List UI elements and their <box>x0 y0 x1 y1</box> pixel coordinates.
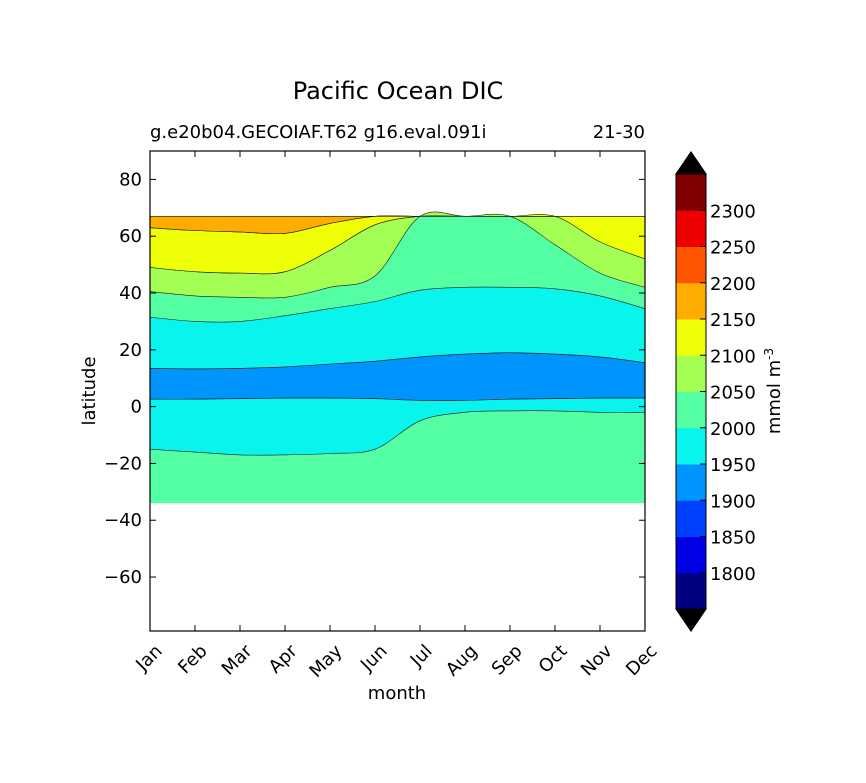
colorbar-segment <box>676 572 706 610</box>
chart-subtitle-right: 21-30 <box>593 122 645 143</box>
colorbar-tick-label: 2150 <box>710 310 756 331</box>
colorbar-tick-label: 1850 <box>710 528 756 549</box>
colorbar-label: mmol m-3 <box>762 348 785 434</box>
colorbar-segment <box>676 500 706 537</box>
colorbar-outline <box>675 151 707 632</box>
plot-frame <box>149 150 646 632</box>
colorbar-label-text: mmol m <box>764 360 785 434</box>
colorbar-tick-label: 2100 <box>710 346 756 367</box>
colorbar-tick-label: 2050 <box>710 383 756 404</box>
colorbar-segment <box>676 319 706 356</box>
x-tick-label: May <box>305 640 346 681</box>
y-tick-label: −40 <box>104 510 142 531</box>
x-tick-label: Aug <box>442 641 482 681</box>
x-tick-label: Dec <box>622 641 661 680</box>
y-tick-label: 20 <box>119 340 142 361</box>
y-tick-label: −60 <box>104 567 142 588</box>
y-tick-label: 40 <box>119 283 142 304</box>
colorbar-tick-label: 1950 <box>710 455 756 476</box>
chart-subtitle-left: g.e20b04.GECOIAF.T62 g16.eval.091i <box>150 122 487 143</box>
y-tick-label: 80 <box>119 169 142 190</box>
x-tick-label: Feb <box>174 641 211 678</box>
colorbar-segment <box>676 246 706 284</box>
x-axis-label: month <box>368 683 426 704</box>
colorbar-segment <box>676 427 706 465</box>
colorbar-extend-min <box>675 608 707 632</box>
y-axis-ticks: −60 −40 −20 0 20 40 60 80 <box>104 169 645 588</box>
x-tick-label: Jun <box>356 641 391 676</box>
colorbar-tick-label: 2250 <box>710 238 756 259</box>
colorbar-segment <box>676 536 706 574</box>
y-axis-label: latitude <box>79 356 100 425</box>
y-tick-label: −20 <box>104 453 142 474</box>
colorbar-label-superscript: -3 <box>762 348 776 360</box>
colorbar-segment <box>676 210 706 247</box>
colorbar-segment <box>676 174 706 211</box>
colorbar-tick-label: 2200 <box>710 274 756 295</box>
colorbar: 1800 1850 1900 1950 2000 2050 2100 2150 2200 2250… <box>675 151 756 632</box>
x-tick-label: Sep <box>488 641 527 680</box>
x-tick-label: Nov <box>577 640 617 680</box>
colorbar-tick-label: 1800 <box>710 564 756 585</box>
contour-band-1 <box>150 286 645 370</box>
colorbar-tick-label: 2300 <box>710 201 756 222</box>
y-tick-label: 60 <box>119 226 142 247</box>
x-tick-label: Apr <box>265 640 302 677</box>
x-tick-label: Jan <box>131 641 166 676</box>
contour-layer <box>150 211 645 504</box>
x-tick-label: Oct <box>535 641 572 678</box>
colorbar-segment <box>676 391 706 429</box>
colorbar-tick-label: 2000 <box>710 419 756 440</box>
chart-title: Pacific Ocean DIC <box>293 77 504 105</box>
colorbar-extend-max <box>675 151 707 175</box>
x-tick-label: Jul <box>406 641 437 672</box>
x-tick-label: Mar <box>218 640 257 679</box>
contour-band-2 <box>150 397 645 456</box>
y-tick-label: 0 <box>131 397 142 418</box>
colorbar-segment <box>676 282 706 320</box>
colorbar-segment <box>676 355 706 392</box>
colorbar-segment <box>676 464 706 501</box>
colorbar-tick-label: 1900 <box>710 491 756 512</box>
